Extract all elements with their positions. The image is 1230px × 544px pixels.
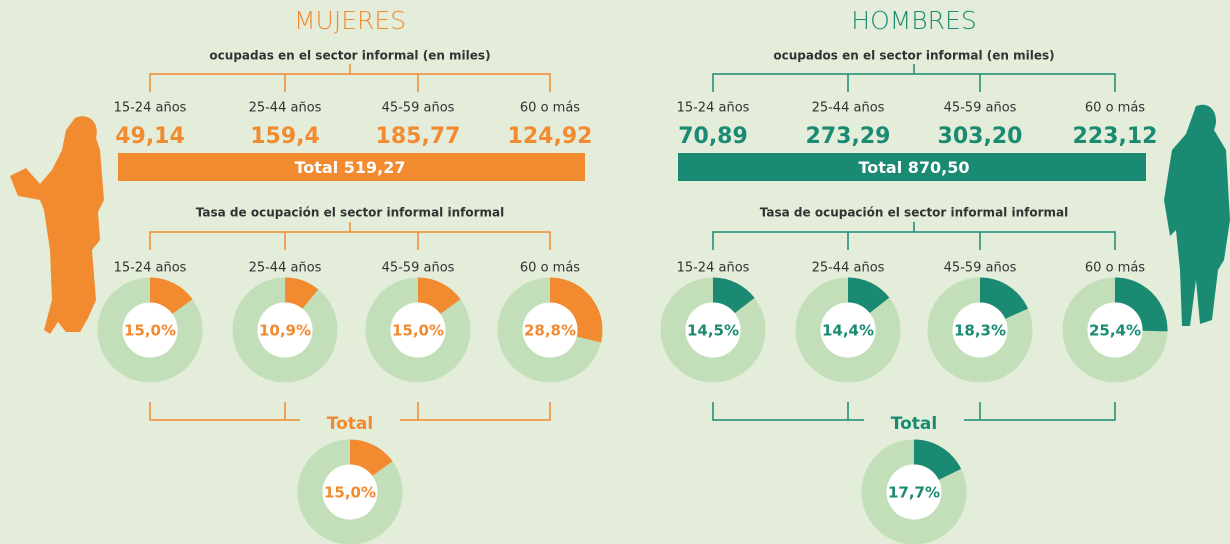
age-label: 60 o más	[1085, 101, 1145, 116]
age-label: 60 o más	[1085, 261, 1145, 276]
donut-label: 15,0%	[324, 484, 376, 502]
value: 303,20	[938, 124, 1023, 149]
value: 49,14	[115, 124, 185, 149]
section-title: HOMBRES	[851, 6, 976, 35]
value: 273,29	[806, 124, 891, 149]
age-label: 60 o más	[520, 101, 580, 116]
age-label: 25-44 años	[249, 101, 322, 116]
donut-label: 25,4%	[1089, 322, 1141, 340]
rate-title: Tasa de ocupación el sector informal inf…	[760, 206, 1068, 220]
total-label: Total	[858, 158, 902, 177]
rate-title: Tasa de ocupación el sector informal inf…	[196, 206, 504, 220]
age-label: 45-59 años	[944, 261, 1017, 276]
age-label: 25-44 años	[249, 261, 322, 276]
value: 70,89	[678, 124, 748, 149]
total-rate-title: Total	[891, 414, 937, 434]
section-title: MUJERES	[294, 6, 406, 35]
age-label: 45-59 años	[382, 101, 455, 116]
value: 124,92	[508, 124, 593, 149]
age-label: 15-24 años	[677, 261, 750, 276]
donut-label: 10,9%	[259, 322, 311, 340]
subtitle: ocupadas en el sector informal (en miles…	[209, 49, 490, 63]
value: 223,12	[1073, 124, 1158, 149]
donut-label: 18,3%	[954, 322, 1006, 340]
total-rate-title: Total	[327, 414, 373, 434]
value: 159,4	[250, 124, 320, 149]
age-label: 60 o más	[520, 261, 580, 276]
age-label: 15-24 años	[114, 261, 187, 276]
donut-label: 15,0%	[392, 322, 444, 340]
age-label: 15-24 años	[677, 101, 750, 116]
age-label: 45-59 años	[382, 261, 455, 276]
donut-label: 14,5%	[687, 322, 739, 340]
donut-label: 17,7%	[888, 484, 940, 502]
value: 185,77	[376, 124, 461, 149]
age-label: 45-59 años	[944, 101, 1017, 116]
age-label: 25-44 años	[812, 101, 885, 116]
infographic: MUJERES ocupadas en el sector informal (e…	[0, 0, 1230, 544]
age-label: 15-24 años	[114, 101, 187, 116]
subtitle: ocupados en el sector informal (en miles…	[773, 49, 1054, 63]
donut-label: 14,4%	[822, 322, 874, 340]
total-text: Total 519,27	[294, 158, 405, 177]
donut-label: 15,0%	[124, 322, 176, 340]
total-text: Total 870,50	[858, 158, 969, 177]
total-label: Total	[294, 158, 338, 177]
total-value: 870,50	[908, 158, 970, 177]
total-value: 519,27	[344, 158, 406, 177]
age-label: 25-44 años	[812, 261, 885, 276]
donut-label: 28,8%	[524, 322, 576, 340]
